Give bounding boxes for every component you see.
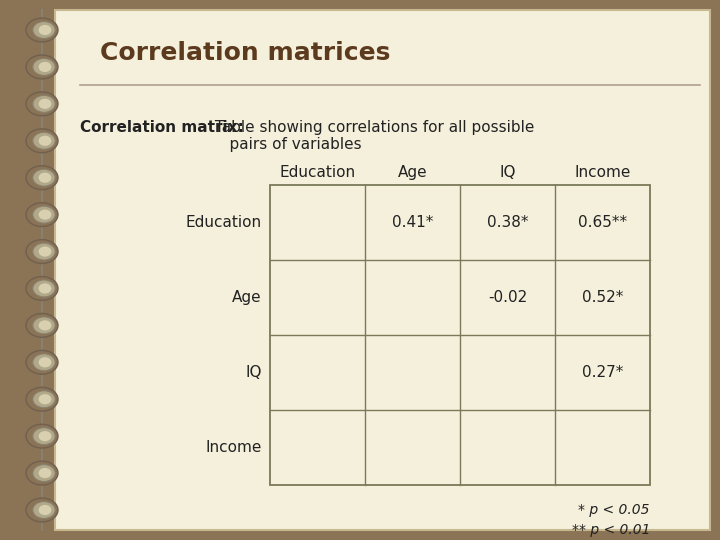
Ellipse shape: [26, 461, 58, 485]
Ellipse shape: [39, 25, 51, 35]
Ellipse shape: [33, 58, 55, 76]
Ellipse shape: [33, 243, 55, 260]
Text: Education: Education: [186, 215, 262, 230]
Text: Income: Income: [575, 165, 631, 180]
Bar: [270, 185, 650, 485]
Ellipse shape: [26, 350, 58, 374]
Ellipse shape: [26, 18, 58, 42]
Text: Correlation matrix:: Correlation matrix:: [80, 120, 244, 135]
Text: 0.27*: 0.27*: [582, 365, 624, 380]
Ellipse shape: [39, 173, 51, 183]
Text: * p < 0.05: * p < 0.05: [578, 503, 650, 517]
Ellipse shape: [26, 387, 58, 411]
Text: IQ: IQ: [246, 365, 262, 380]
Ellipse shape: [33, 391, 55, 408]
Text: 0.41*: 0.41*: [392, 215, 433, 230]
Ellipse shape: [39, 136, 51, 146]
Ellipse shape: [33, 169, 55, 186]
Ellipse shape: [39, 99, 51, 109]
Ellipse shape: [39, 468, 51, 478]
Ellipse shape: [33, 22, 55, 38]
Text: Education: Education: [279, 165, 356, 180]
Ellipse shape: [33, 96, 55, 112]
Ellipse shape: [26, 92, 58, 116]
Text: -0.02: -0.02: [488, 290, 527, 305]
Ellipse shape: [33, 280, 55, 297]
Text: Table showing correlations for all possible
    pairs of variables: Table showing correlations for all possi…: [210, 120, 534, 152]
Text: IQ: IQ: [499, 165, 516, 180]
Text: Income: Income: [206, 440, 262, 455]
Ellipse shape: [33, 464, 55, 482]
Ellipse shape: [26, 424, 58, 448]
Text: Age: Age: [233, 290, 262, 305]
Ellipse shape: [39, 246, 51, 256]
Ellipse shape: [26, 498, 58, 522]
Ellipse shape: [26, 166, 58, 190]
Ellipse shape: [33, 317, 55, 334]
Ellipse shape: [39, 394, 51, 404]
Ellipse shape: [26, 276, 58, 300]
Text: 0.52*: 0.52*: [582, 290, 624, 305]
Ellipse shape: [39, 210, 51, 220]
Text: ** p < 0.01: ** p < 0.01: [572, 523, 650, 537]
Text: 0.38*: 0.38*: [487, 215, 528, 230]
Ellipse shape: [33, 206, 55, 223]
Ellipse shape: [39, 431, 51, 441]
Text: Correlation matrices: Correlation matrices: [100, 41, 390, 65]
Ellipse shape: [33, 354, 55, 371]
Ellipse shape: [39, 284, 51, 294]
Ellipse shape: [26, 55, 58, 79]
Ellipse shape: [26, 314, 58, 338]
Ellipse shape: [39, 320, 51, 330]
Ellipse shape: [26, 129, 58, 153]
Ellipse shape: [33, 428, 55, 444]
Ellipse shape: [33, 502, 55, 518]
Ellipse shape: [26, 240, 58, 264]
Ellipse shape: [39, 505, 51, 515]
Ellipse shape: [33, 132, 55, 149]
Ellipse shape: [26, 202, 58, 226]
Ellipse shape: [39, 62, 51, 72]
Ellipse shape: [39, 357, 51, 367]
Text: 0.65**: 0.65**: [578, 215, 627, 230]
Text: Age: Age: [397, 165, 427, 180]
